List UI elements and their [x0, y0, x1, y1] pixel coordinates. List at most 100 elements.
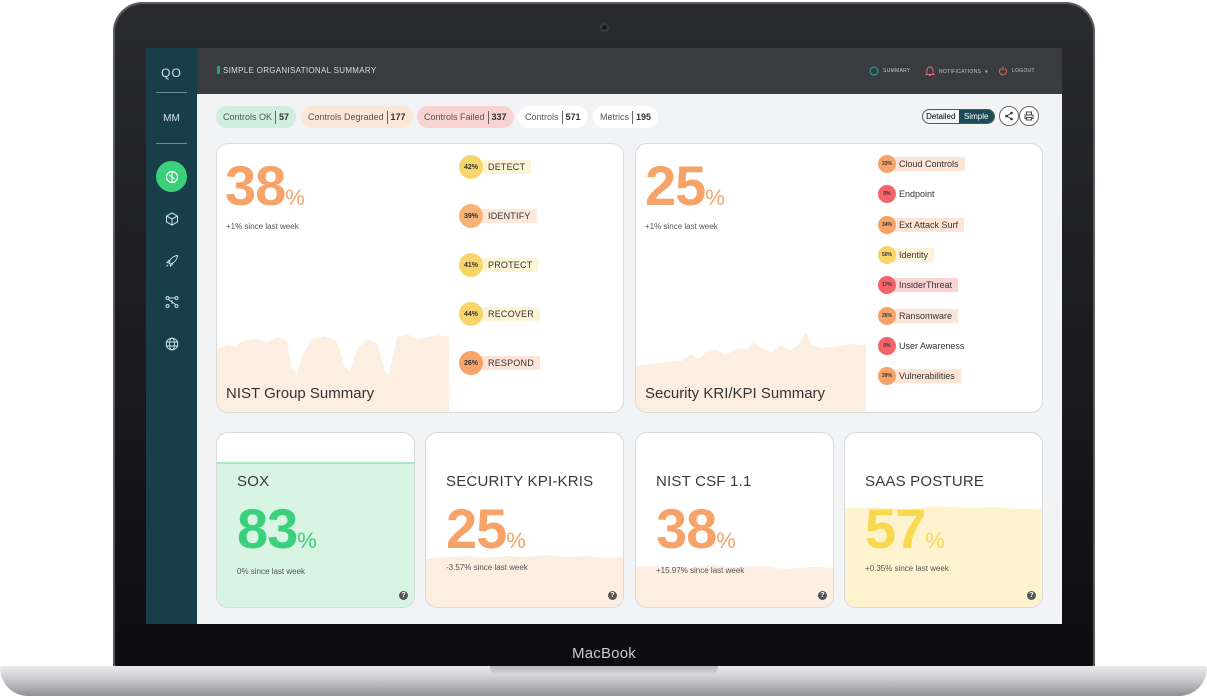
printer-icon [1024, 111, 1034, 121]
app-screen: QO MM [146, 48, 1062, 624]
chip-metrics[interactable]: Metrics 195 [593, 106, 659, 128]
kri-summary-title: Security KRI/KPI Summary [645, 385, 826, 402]
tile-value: 25% [446, 501, 526, 557]
tile-title: SECURITY KPI-KRIS [446, 473, 594, 490]
nist-function-row[interactable]: 41% PROTECT [459, 253, 539, 277]
user-avatar[interactable]: MM [163, 113, 180, 124]
tile-change: +15.97% since last week [656, 566, 745, 575]
tile-value: 57% [865, 501, 945, 557]
kri-category-row[interactable]: 33% Cloud Controls [878, 155, 965, 173]
tile-title: SOX [237, 473, 270, 490]
category-label: InsiderThreat [892, 278, 959, 293]
title-marker [217, 66, 220, 74]
chip-label: Controls Failed [424, 112, 485, 122]
help-icon[interactable]: ? [818, 591, 827, 600]
score-badge: 33% [878, 155, 896, 173]
sidebar-divider [156, 143, 187, 144]
score-badge: 17% [878, 276, 896, 295]
kri-category-row[interactable]: 39% Vulnerabilities [878, 367, 961, 386]
nist-function-row[interactable]: 44% RECOVER [459, 302, 540, 326]
summary-link[interactable]: SUMMARY [869, 66, 911, 76]
function-label: RECOVER [479, 307, 540, 321]
toggle-detailed[interactable]: Detailed [926, 112, 956, 121]
tile-title: NIST CSF 1.1 [656, 473, 752, 490]
score-badge: 0% [878, 185, 896, 204]
kri-category-row[interactable]: 26% Ransomware [878, 306, 959, 325]
score-badge: 42% [459, 155, 483, 179]
chip-value: 195 [636, 112, 652, 122]
device-label: MacBook [572, 645, 636, 662]
chip-controls[interactable]: Controls 571 [518, 106, 588, 128]
print-button[interactable] [1019, 106, 1039, 126]
score-badge: 39% [878, 367, 896, 386]
kri-category-row[interactable]: 0% Endpoint [878, 185, 941, 204]
chip-controls-degraded[interactable]: Controls Degraded 177 [301, 106, 413, 128]
chip-label: Controls OK [223, 112, 273, 122]
tile-change: 0% since last week [237, 567, 306, 576]
tile-security-kpi-kris[interactable]: SECURITY KPI-KRIS 25% -3.57% since last … [425, 432, 624, 608]
tile-level-fill [217, 462, 414, 607]
chip-label: Metrics [600, 112, 629, 122]
category-label: Ext Attack Surf [892, 217, 965, 232]
kri-summary-change: +1% since last week [645, 222, 718, 231]
notifications-menu[interactable]: NOTIFICATIONS ▾ [925, 66, 988, 77]
chip-controls-failed[interactable]: Controls Failed 337 [417, 106, 514, 128]
brain-icon [165, 170, 178, 183]
sidebar-item-launch[interactable] [163, 252, 180, 269]
function-label: DETECT [479, 160, 532, 174]
nist-function-row[interactable]: 26% RESPOND [459, 351, 540, 375]
percent-sign: % [705, 185, 725, 210]
sidebar-item-global[interactable] [163, 335, 180, 352]
tile-sox[interactable]: SOX 83% 0% since last week ? [216, 432, 415, 608]
laptop-notch [490, 666, 718, 676]
tile-saas-posture[interactable]: SAAS POSTURE 57% +0.35% since last week … [844, 432, 1043, 608]
category-label: Identity [892, 247, 935, 262]
kri-trend-area [636, 332, 866, 412]
kri-category-row[interactable]: 0% User Awareness [878, 336, 970, 355]
tile-level-fill [426, 555, 623, 607]
tile-value: 83% [237, 501, 317, 557]
camera [600, 23, 609, 32]
cube-icon [165, 211, 178, 226]
globe-icon [165, 337, 178, 350]
summary-link-label: SUMMARY [883, 68, 911, 74]
share-button[interactable] [999, 106, 1019, 126]
page-title: SIMPLE ORGANISATIONAL SUMMARY [217, 66, 376, 75]
tile-title: SAAS POSTURE [865, 473, 985, 490]
help-icon[interactable]: ? [1027, 591, 1036, 600]
nist-function-row[interactable]: 42% DETECT [459, 155, 532, 179]
kri-summary-card[interactable]: 25% +1% since last week Security KRI/KPI… [635, 143, 1043, 413]
kri-category-row[interactable]: 17% InsiderThreat [878, 276, 959, 295]
tile-change: -3.57% since last week [446, 563, 528, 572]
category-label: User Awareness [899, 340, 965, 351]
tile-change: +0.35% since last week [865, 564, 949, 573]
nist-function-row[interactable]: 39% IDENTIFY [459, 204, 537, 228]
percent-sign: % [506, 528, 526, 553]
chip-controls-ok[interactable]: Controls OK 57 [216, 106, 297, 128]
chip-value: 57 [279, 112, 290, 122]
sidebar-item-controls[interactable] [163, 210, 180, 227]
score-badge: 41% [459, 253, 483, 277]
sidebar: QO MM [146, 48, 197, 624]
power-icon [999, 66, 1007, 76]
logout-button[interactable]: LOGOUT [998, 66, 1035, 76]
logout-label: LOGOUT [1012, 68, 1035, 74]
help-icon[interactable]: ? [399, 591, 408, 600]
nist-group-card[interactable]: 38% +1% since last week NIST Group Summa… [216, 143, 624, 413]
kri-category-row[interactable]: 50% Identity [878, 245, 935, 264]
sidebar-item-summary[interactable] [156, 161, 187, 192]
nist-group-title: NIST Group Summary [226, 385, 375, 402]
tile-number: 83 [237, 497, 298, 560]
tile-number: 25 [446, 497, 507, 560]
bell-icon [925, 66, 935, 76]
help-icon[interactable]: ? [608, 591, 617, 600]
app-logo[interactable]: QO [161, 66, 182, 80]
brain-icon [869, 66, 879, 76]
sidebar-item-network[interactable] [163, 293, 180, 310]
tile-level-fill [845, 506, 1042, 607]
tile-nist-csf[interactable]: NIST CSF 1.1 38% +15.97% since last week… [635, 432, 834, 608]
kri-category-row[interactable]: 34% Ext Attack Surf [878, 215, 965, 234]
nist-trend-area [217, 334, 449, 412]
function-label: PROTECT [479, 258, 539, 272]
toggle-simple[interactable]: Simple [958, 110, 994, 123]
